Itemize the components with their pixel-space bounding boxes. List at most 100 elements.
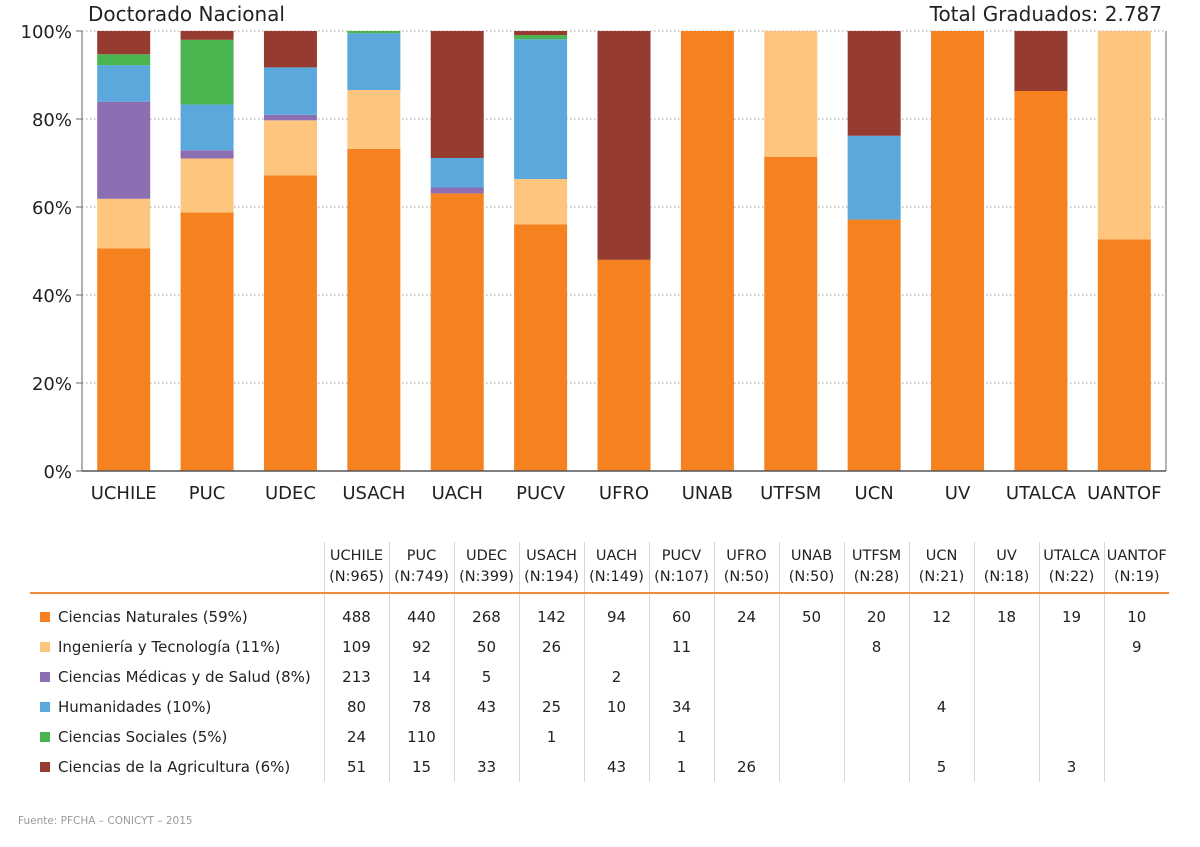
table-cell: 92	[388, 632, 454, 662]
series-legend-cell: Ciencias Médicas y de Salud (8%)	[30, 662, 324, 692]
bars	[97, 31, 1151, 471]
series-name: Ciencias Médicas y de Salud (8%)	[58, 668, 311, 686]
table-cell: 8	[843, 632, 909, 662]
table-cell: 26	[713, 752, 779, 782]
x-tick-label: PUC	[189, 483, 226, 504]
table-cell: 3	[1038, 752, 1104, 782]
chart-title: Doctorado Nacional	[88, 2, 285, 26]
legend-swatch	[40, 762, 50, 772]
table-cell: 10	[1103, 593, 1169, 632]
total-graduates-label: Total Graduados: 2.787	[929, 2, 1162, 26]
table-cell	[778, 752, 844, 782]
table-col-header: UTALCA (N:22)	[1038, 542, 1104, 593]
bar-segment-usach-s4	[347, 31, 401, 34]
y-tick-label: 100%	[21, 22, 72, 43]
data-table: UCHILE (N:965) PUC (N:749) UDEC (N:399) USACH (…	[30, 542, 1169, 782]
y-tick-label: 80%	[32, 110, 72, 131]
table-cell: 25	[518, 692, 584, 722]
series-legend-cell: Ciencias Sociales (5%)	[30, 722, 324, 752]
table-cell	[843, 722, 909, 752]
table-cell	[518, 752, 584, 782]
series-legend-cell: Ciencias de la Agricultura (6%)	[30, 752, 324, 782]
table-cell	[648, 662, 714, 692]
bar-segment-pucv-s1	[514, 179, 568, 225]
series-legend-cell: Ciencias Naturales (59%)	[30, 593, 324, 632]
bar-segment-uchile-s4	[97, 54, 151, 66]
table-cell: 20	[843, 593, 909, 632]
table-cell: 4	[908, 692, 974, 722]
table-cell	[1103, 752, 1169, 782]
bar-segment-udec-s5	[263, 31, 317, 68]
series-name: Ingeniería y Tecnología (11%)	[58, 638, 281, 656]
bar-segment-udec-s1	[263, 120, 317, 176]
bar-segment-usach-s0	[347, 148, 401, 471]
table-cell	[973, 632, 1039, 662]
table-cell: 80	[323, 692, 389, 722]
table-cell: 19	[1038, 593, 1104, 632]
bar-segment-puc-s4	[180, 39, 234, 105]
table-cell	[778, 632, 844, 662]
table-cell	[583, 722, 649, 752]
stacked-bar-chart: 0% 20% 40% 60% 80% 100% UCHILE PUC UDEC USACH UACH…	[21, 2, 1167, 504]
bar-segment-ucn-s0	[847, 219, 901, 471]
bar-segment-uchile-s0	[97, 248, 151, 471]
table-col-name: UCN	[925, 548, 958, 564]
table-cell: 94	[583, 593, 649, 632]
bar-segment-uach-s3	[430, 157, 484, 188]
table-cell: 109	[323, 632, 389, 662]
table-corner	[30, 542, 324, 593]
bar-segment-uach-s5	[430, 31, 484, 158]
x-tick-label: UNAB	[682, 483, 733, 504]
bar-segment-uach-s2	[430, 187, 484, 194]
bar-segment-puc-s0	[180, 212, 234, 471]
table-cell: 12	[908, 593, 974, 632]
bar-segment-ufro-s0	[597, 259, 651, 471]
table-col-name: UANTOF	[1106, 548, 1167, 564]
table-col-name: UACH	[595, 548, 638, 564]
bar-segment-puc-s1	[180, 158, 234, 213]
table-col-name: PUCV	[661, 548, 702, 564]
bar-segment-uchile-s2	[97, 101, 151, 199]
x-tick-label: UTALCA	[1006, 483, 1077, 504]
table-col-header: PUC (N:749)	[388, 542, 454, 593]
table-cell	[713, 722, 779, 752]
x-tick-label: UCHILE	[91, 483, 157, 504]
legend-swatch	[40, 642, 50, 652]
table-cell: 43	[453, 692, 519, 722]
bar-segment-puc-s2	[180, 150, 234, 159]
table-col-header: UANTOF (N:19)	[1103, 542, 1169, 593]
x-tick-label: UACH	[432, 483, 483, 504]
table-cell	[453, 722, 519, 752]
x-tick-label: PUCV	[516, 483, 566, 504]
bar-segment-pucv-s3	[514, 39, 568, 180]
table-col-header: UV (N:18)	[973, 542, 1039, 593]
table-col-n: (N:194)	[524, 569, 579, 585]
table-col-header: UFRO (N:50)	[713, 542, 779, 593]
series-legend-cell: Ingeniería y Tecnología (11%)	[30, 632, 324, 662]
table-col-name: PUC	[406, 548, 437, 564]
table-col-n: (N:149)	[589, 569, 644, 585]
table-body: Ciencias Naturales (59%) 488 440 268 142 94 60…	[30, 593, 1169, 782]
bar-segment-puc-s5	[180, 31, 234, 40]
table-col-name: UV	[996, 548, 1017, 564]
table-cell	[778, 692, 844, 722]
table-col-header: UCHILE (N:965)	[323, 542, 389, 593]
table-cell	[713, 632, 779, 662]
bar-segment-uv-s0	[931, 31, 985, 471]
table-col-name: USACH	[526, 548, 577, 564]
table-col-header: PUCV (N:107)	[648, 542, 714, 593]
table-cell: 1	[518, 722, 584, 752]
table-cell	[843, 662, 909, 692]
table-cell: 14	[388, 662, 454, 692]
y-tick-label: 60%	[32, 198, 72, 219]
bar-segment-udec-s3	[263, 67, 317, 115]
table-col-n: (N:107)	[654, 569, 709, 585]
x-tick-label: UCN	[855, 483, 894, 504]
legend-swatch	[40, 672, 50, 682]
series-name: Ciencias Naturales (59%)	[58, 608, 248, 626]
gridlines	[82, 30, 1166, 384]
table-cell: 34	[648, 692, 714, 722]
table-col-header: UCN (N:21)	[908, 542, 974, 593]
table-cell	[1038, 662, 1104, 692]
table-cell: 33	[453, 752, 519, 782]
